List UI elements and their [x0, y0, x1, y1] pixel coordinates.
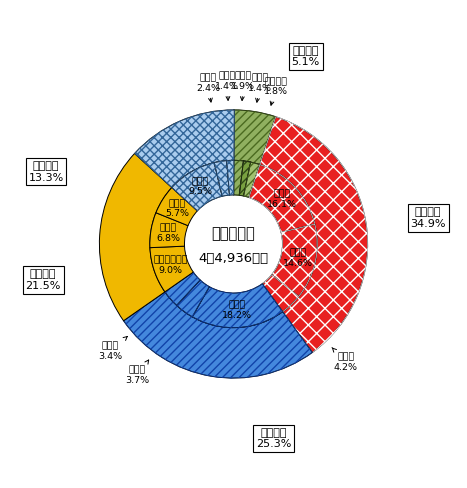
Wedge shape: [150, 246, 193, 292]
Text: 県北地域
21.5%: 県北地域 21.5%: [26, 269, 61, 291]
Text: ひたちなか市
9.0%: ひたちなか市 9.0%: [154, 256, 188, 275]
Text: 付加価値額: 付加価値額: [212, 226, 255, 242]
Text: 筑西市
4.2%: 筑西市 4.2%: [332, 347, 358, 372]
Wedge shape: [234, 110, 276, 164]
Wedge shape: [192, 284, 283, 327]
Wedge shape: [214, 161, 229, 196]
Text: 古河市
16.1%: 古河市 16.1%: [267, 189, 297, 209]
Wedge shape: [240, 161, 251, 196]
Text: 日立市
6.8%: 日立市 6.8%: [156, 223, 180, 243]
Wedge shape: [260, 117, 368, 352]
Text: 土浦市
3.7%: 土浦市 3.7%: [125, 360, 149, 385]
Wedge shape: [134, 110, 234, 187]
Wedge shape: [244, 162, 260, 198]
Wedge shape: [262, 275, 298, 312]
Text: その他
5.7%: その他 5.7%: [165, 199, 190, 218]
Wedge shape: [99, 153, 172, 321]
Wedge shape: [177, 280, 209, 317]
Text: 神栖市
9.5%: 神栖市 9.5%: [188, 177, 212, 197]
Wedge shape: [272, 224, 317, 297]
Text: その他
1.4%: その他 1.4%: [215, 71, 240, 101]
Wedge shape: [172, 163, 222, 211]
Wedge shape: [249, 164, 315, 232]
Text: その他
1.9%: その他 1.9%: [231, 72, 255, 101]
Text: 県央地域
5.1%: 県央地域 5.1%: [291, 46, 320, 67]
Text: 阿見町
3.4%: 阿見町 3.4%: [99, 336, 127, 361]
Text: その他
14.6%: その他 14.6%: [283, 249, 313, 268]
Text: 鹿嶋市
2.4%: 鹿嶋市 2.4%: [196, 73, 220, 102]
Wedge shape: [226, 161, 234, 195]
Text: 鹿行地域
13.3%: 鹿行地域 13.3%: [28, 161, 64, 183]
Wedge shape: [234, 161, 243, 195]
Text: 小美玉市
1.8%: 小美玉市 1.8%: [264, 77, 288, 105]
Text: 笠間市
1.4%: 笠間市 1.4%: [248, 74, 272, 102]
Text: その他
18.2%: その他 18.2%: [222, 301, 252, 320]
Wedge shape: [165, 272, 200, 305]
Text: 県南地域
25.3%: 県南地域 25.3%: [256, 428, 291, 449]
Text: 県西地域
34.9%: 県西地域 34.9%: [410, 207, 446, 229]
Text: 4兆4,936億円: 4兆4,936億円: [198, 252, 269, 265]
Wedge shape: [156, 187, 198, 225]
Wedge shape: [124, 292, 312, 378]
Wedge shape: [150, 213, 188, 248]
